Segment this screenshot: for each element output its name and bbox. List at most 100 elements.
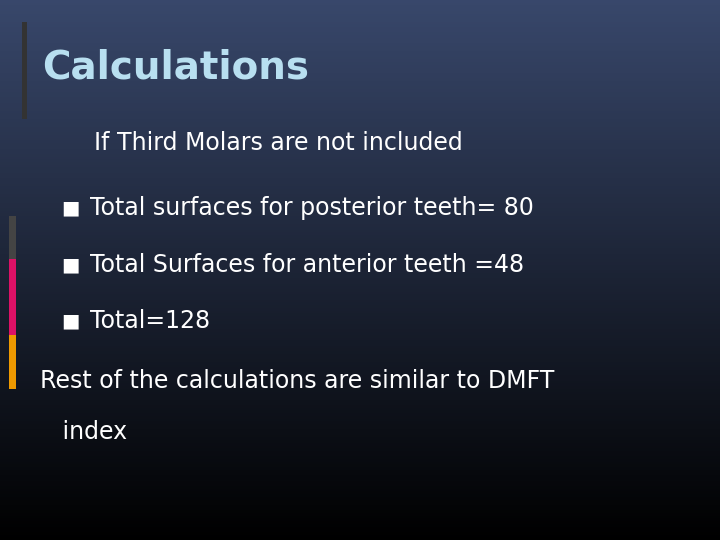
Bar [0,300,720,302]
Bar [0,500,720,502]
Bar [0,256,720,259]
Bar [0,373,720,375]
Bar [0,381,720,383]
Bar [0,394,720,397]
Text: Rest of the calculations are similar to DMFT: Rest of the calculations are similar to … [40,369,554,393]
Bar [0,230,720,232]
Bar [0,124,720,127]
Bar [0,62,720,65]
Bar [0,11,720,14]
Bar [0,132,720,135]
Bar [0,216,720,219]
Bar [0,475,720,478]
Bar [0,3,720,5]
Bar [0,310,720,313]
Bar [0,176,720,178]
Bar [0,16,720,19]
Bar [0,5,720,8]
Bar [0,32,720,35]
Bar [0,327,720,329]
Bar [0,297,720,300]
Bar [0,146,720,148]
Bar [0,94,720,97]
Bar [0,224,720,227]
Bar [0,197,720,200]
Bar [0,483,720,486]
Bar [0,202,720,205]
Bar [0,435,720,437]
Bar [0,535,720,537]
Bar [0,165,720,167]
Bar [0,305,720,308]
Bar [0,494,720,497]
Bar [0,292,720,294]
Bar [0,140,720,143]
Bar [0,521,720,524]
Bar [0,467,720,470]
Bar [0,232,720,235]
Bar [0,518,720,521]
Bar [0,462,720,464]
Bar [0,154,720,157]
Bar [0,78,720,81]
Bar [0,8,720,11]
Bar [0,443,720,445]
Bar [0,335,720,338]
Bar [0,89,720,92]
Bar [0,408,720,410]
Bar [0,413,720,416]
Bar [0,221,720,224]
Bar [0,192,720,194]
Bar [0,508,720,510]
Bar [0,238,720,240]
Bar [0,324,720,327]
Bar [0,51,720,54]
Bar [0,470,720,472]
Bar [0,505,720,508]
Bar [0,70,720,73]
Bar [0,122,720,124]
Bar [0,348,720,351]
Bar [0,200,720,202]
Bar [0,243,720,246]
Bar [0,46,720,49]
Bar [0,502,720,505]
Text: Calculations: Calculations [42,49,309,86]
Text: Total Surfaces for anterior teeth =48: Total Surfaces for anterior teeth =48 [90,253,524,276]
Text: Total surfaces for posterior teeth= 80: Total surfaces for posterior teeth= 80 [90,196,534,220]
Bar [0,43,720,46]
Bar [0,189,720,192]
Text: If Third Molars are not included: If Third Molars are not included [94,131,462,155]
Bar [0,367,720,370]
Bar [0,489,720,491]
Bar [0,308,720,310]
Bar [0,97,720,100]
Bar [0,267,720,270]
Bar [0,0,720,3]
Bar [0,392,720,394]
Bar [0,351,720,354]
Bar [9,335,16,389]
Bar [0,400,720,402]
Bar [0,427,720,429]
Bar [0,173,720,176]
Bar [0,356,720,359]
Bar [0,375,720,378]
Bar [0,248,720,251]
Bar [0,524,720,526]
Bar [0,440,720,443]
Bar [0,22,720,24]
Bar [0,424,720,427]
Bar [0,472,720,475]
Bar [0,119,720,122]
Bar [0,38,720,40]
Bar [0,446,720,448]
Bar [0,340,720,343]
Bar [0,378,720,381]
Bar [0,370,720,373]
Bar [0,40,720,43]
Bar [0,235,720,238]
Bar [0,386,720,389]
Bar [0,148,720,151]
Bar [0,284,720,286]
